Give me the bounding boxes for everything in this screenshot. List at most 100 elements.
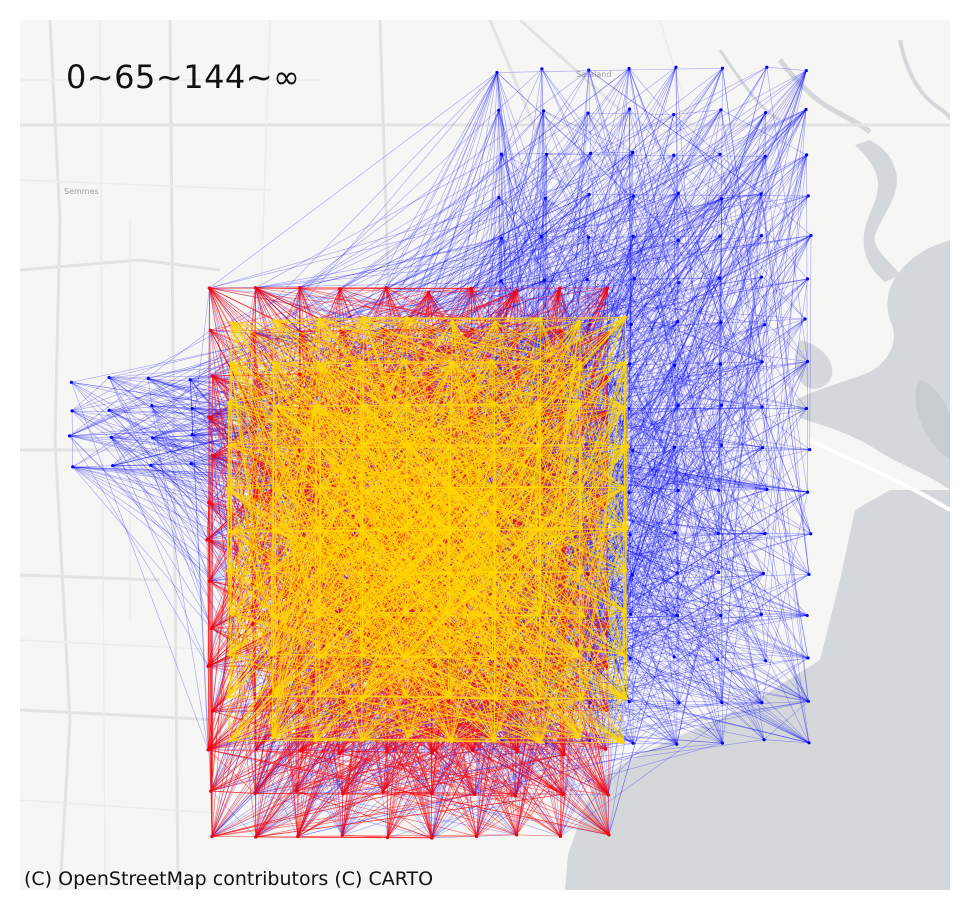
flow-line-blue	[763, 154, 807, 574]
flow-node-blue	[716, 531, 720, 535]
flow-line-blue	[632, 70, 807, 451]
place-label-semmes: Semmes	[64, 187, 99, 196]
flow-node-blue	[718, 152, 722, 156]
flow-line-blue	[761, 154, 807, 278]
flow-line-blue	[632, 575, 634, 744]
flow-line-blue	[677, 490, 680, 704]
flow-line-blue	[428, 67, 723, 293]
flow-line-blue	[720, 109, 807, 156]
flow-line-blue	[564, 624, 810, 744]
flow-line-blue	[546, 701, 809, 744]
flow-line-blue	[255, 235, 762, 289]
map-canvas[interactable]: Saraland Semmes 0~65~144~∞ (C) OpenStree…	[20, 20, 950, 890]
flow-line-blue	[675, 67, 678, 322]
flow-line-blue	[501, 195, 809, 239]
flow-node-blue	[627, 490, 631, 494]
flow-line-blue	[587, 112, 674, 115]
flow-line-blue	[719, 277, 810, 743]
flow-node-blue	[720, 66, 725, 70]
flow-node-blue	[809, 233, 813, 238]
flow-node-blue	[719, 614, 723, 618]
flow-line-blue	[717, 154, 807, 534]
flow-node-blue	[763, 532, 767, 536]
flow-node-blue	[629, 612, 633, 616]
flow-node-blue	[628, 362, 632, 366]
flow-line-blue	[69, 153, 591, 437]
flow-node-red	[254, 835, 258, 839]
flow-node-blue	[807, 741, 811, 745]
flow-line-blue	[606, 406, 763, 502]
flow-line-blue	[543, 110, 547, 155]
flow-node-red	[384, 286, 388, 290]
flow-line-blue	[718, 489, 768, 491]
flow-line-blue	[564, 614, 762, 666]
flow-node-blue	[765, 65, 769, 69]
flow-line-blue	[628, 68, 719, 534]
flow-line-blue	[585, 70, 807, 367]
flow-line-blue	[630, 361, 763, 615]
flow-node-blue	[718, 362, 723, 366]
flow-line-blue	[296, 701, 809, 792]
flow-line-blue	[629, 532, 676, 702]
flow-node-blue	[540, 67, 544, 71]
flow-line-blue	[588, 70, 675, 366]
flow-line-blue	[606, 500, 808, 616]
flow-node-red	[426, 290, 431, 294]
flow-node-blue	[672, 445, 677, 449]
flow-node-blue	[499, 236, 504, 240]
flow-node-red	[207, 579, 211, 583]
flow-node-blue	[720, 700, 724, 705]
flow-line-blue	[69, 109, 722, 437]
flow-line-blue	[766, 66, 807, 71]
flow-node-red	[561, 792, 565, 796]
flow-line-blue	[722, 68, 763, 362]
flow-line-blue	[500, 70, 807, 282]
flow-line-blue	[718, 68, 723, 573]
flow-line-blue	[719, 154, 809, 659]
flow-node-blue	[71, 465, 75, 469]
flow-node-red	[210, 374, 214, 378]
flow-node-blue	[189, 462, 193, 466]
flow-node-blue	[717, 488, 721, 492]
flow-line-blue	[71, 377, 110, 412]
flow-line-blue	[586, 152, 633, 280]
flow-line-blue	[69, 417, 255, 437]
flow-line-blue	[766, 489, 808, 493]
flow-line-blue	[541, 68, 635, 279]
flow-node-red	[381, 790, 385, 794]
flow-line-blue	[720, 363, 812, 534]
flow-line-blue	[546, 109, 807, 362]
flow-line-blue	[678, 193, 765, 740]
flow-node-red	[430, 836, 434, 840]
flow-line-blue	[588, 194, 723, 744]
flow-node-red	[385, 835, 390, 840]
flow-node-blue	[631, 741, 635, 745]
flow-line-blue	[604, 278, 635, 414]
flow-line-blue	[678, 192, 806, 320]
flow-line-blue	[677, 195, 809, 322]
flow-node-blue	[542, 278, 547, 282]
flow-node-red	[206, 748, 210, 752]
flow-line-blue	[628, 240, 679, 493]
flow-line-blue	[560, 532, 676, 837]
flow-line-blue	[152, 195, 634, 439]
flow-node-red	[515, 833, 519, 837]
flow-line-blue	[678, 235, 812, 406]
flow-line-blue	[632, 236, 812, 534]
flow-node-red	[253, 286, 258, 290]
flow-line-blue	[720, 363, 723, 744]
flow-line-blue	[471, 195, 634, 289]
flow-node-blue	[150, 404, 154, 408]
flow-line-blue	[559, 287, 765, 325]
flow-line-blue	[189, 379, 212, 792]
flow-node-blue	[676, 403, 680, 407]
flow-line-blue	[544, 194, 590, 281]
flow-line-blue	[673, 656, 723, 703]
flow-node-blue	[676, 319, 680, 324]
flow-node-blue	[589, 151, 593, 155]
flow-line-blue	[588, 70, 722, 616]
flow-node-blue	[543, 196, 548, 200]
flow-line-blue	[72, 70, 807, 468]
flow-line-blue	[586, 279, 722, 446]
flow-line-blue	[633, 743, 677, 745]
